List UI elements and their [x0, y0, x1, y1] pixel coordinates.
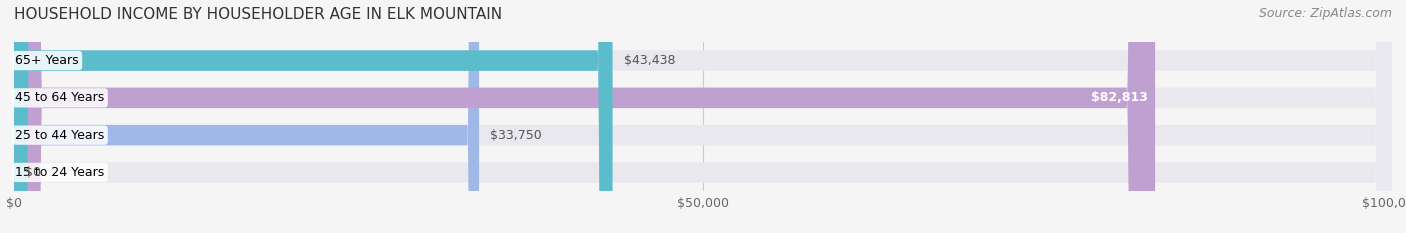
- Text: 65+ Years: 65+ Years: [15, 54, 79, 67]
- Text: $0: $0: [25, 166, 41, 179]
- FancyBboxPatch shape: [14, 0, 1392, 233]
- Text: 15 to 24 Years: 15 to 24 Years: [15, 166, 104, 179]
- Text: $82,813: $82,813: [1091, 91, 1149, 104]
- FancyBboxPatch shape: [14, 0, 613, 233]
- Text: HOUSEHOLD INCOME BY HOUSEHOLDER AGE IN ELK MOUNTAIN: HOUSEHOLD INCOME BY HOUSEHOLDER AGE IN E…: [14, 7, 502, 22]
- Text: 25 to 44 Years: 25 to 44 Years: [15, 129, 104, 142]
- Text: $43,438: $43,438: [624, 54, 675, 67]
- Text: $33,750: $33,750: [491, 129, 541, 142]
- FancyBboxPatch shape: [14, 0, 1156, 233]
- Text: 45 to 64 Years: 45 to 64 Years: [15, 91, 104, 104]
- FancyBboxPatch shape: [14, 0, 1392, 233]
- FancyBboxPatch shape: [14, 0, 1392, 233]
- FancyBboxPatch shape: [14, 0, 479, 233]
- FancyBboxPatch shape: [14, 0, 1392, 233]
- Text: Source: ZipAtlas.com: Source: ZipAtlas.com: [1258, 7, 1392, 20]
